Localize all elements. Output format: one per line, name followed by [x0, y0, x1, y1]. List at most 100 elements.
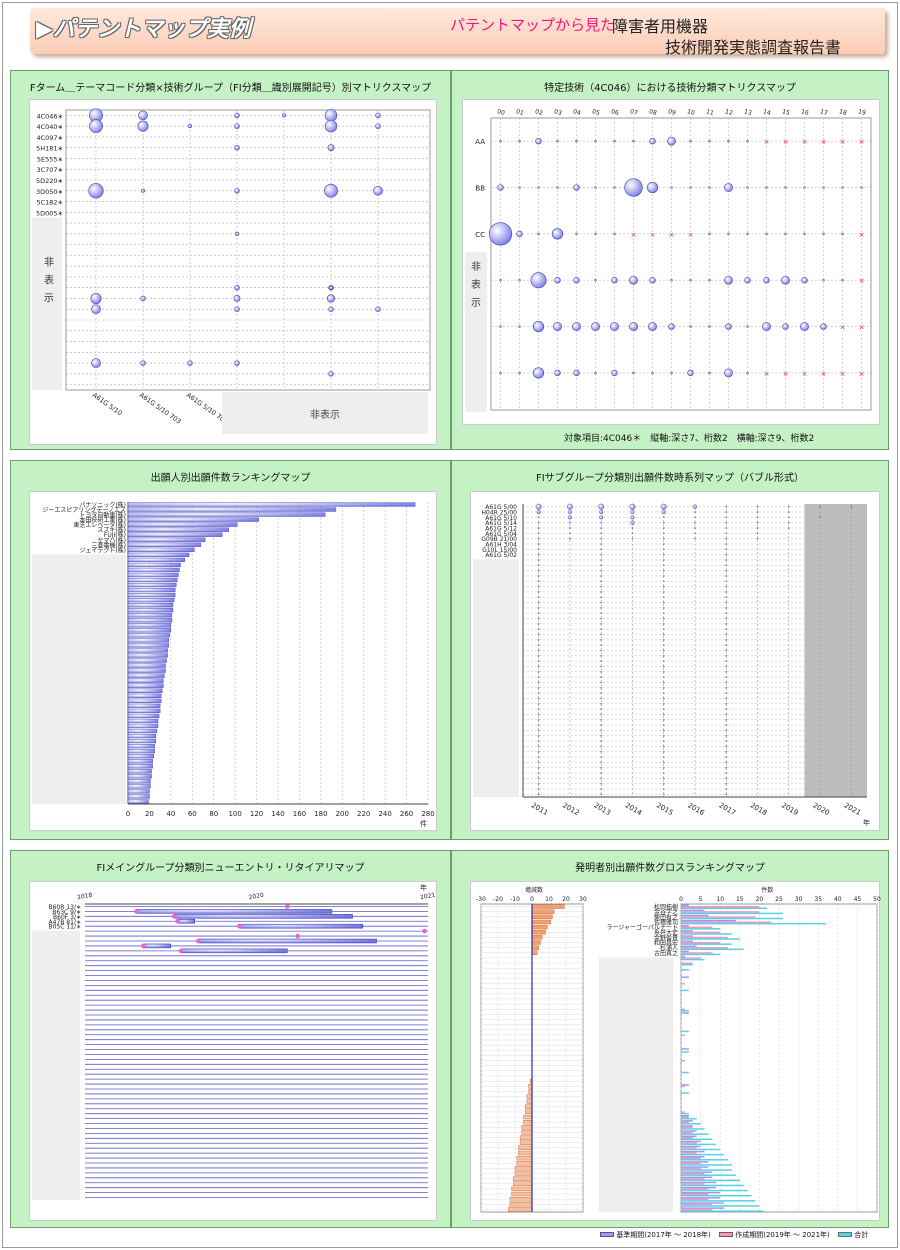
- bubble: [518, 371, 521, 375]
- bubble: [327, 144, 335, 152]
- bubble: [725, 761, 728, 764]
- y-tick-label: ヤマハ(株): [97, 536, 126, 544]
- change-bar: [513, 1176, 533, 1181]
- cross-mark: ×: [821, 138, 827, 146]
- base-bar: [681, 1176, 713, 1179]
- total-bar: [681, 1174, 736, 1176]
- bubble: [537, 708, 540, 710]
- bar: [127, 663, 166, 668]
- bubble: [725, 569, 728, 572]
- bubble: [569, 521, 571, 524]
- bar: [127, 779, 151, 784]
- bar: [127, 713, 160, 719]
- x-tick-label: A61G 5/10 703: [138, 391, 183, 426]
- change-bar: [521, 1125, 533, 1130]
- create-bar: [681, 983, 685, 985]
- bar: [127, 749, 155, 754]
- bubble: [629, 503, 636, 510]
- bubble: [725, 654, 728, 657]
- bar: [127, 567, 180, 573]
- y-tick-label: A61G 5/14: [485, 520, 517, 527]
- x-tick-label: 40: [834, 896, 842, 903]
- bubble: [600, 633, 603, 636]
- base-bar: [681, 955, 685, 958]
- bubble: [140, 360, 146, 366]
- bubble: [516, 230, 523, 238]
- bar: [127, 683, 164, 688]
- bubble: [822, 232, 825, 236]
- hidden-label: 示: [44, 294, 54, 305]
- total-bar: [681, 1010, 689, 1012]
- create-bar: [681, 941, 721, 944]
- header-report-line1: 障害者用機器: [612, 17, 709, 36]
- change-bar: [531, 930, 546, 935]
- bubble: [567, 515, 572, 520]
- bubble: [537, 654, 540, 657]
- change-bar: [531, 919, 551, 925]
- hidden-label: 示: [471, 298, 481, 309]
- bubble: [662, 665, 665, 668]
- bar: [127, 552, 190, 557]
- bubble: [660, 503, 667, 510]
- create-bar: [681, 1142, 697, 1144]
- bubble: [600, 628, 603, 631]
- base-bar: [681, 1120, 693, 1122]
- total-bar: [681, 1210, 764, 1212]
- bubble: [536, 509, 541, 515]
- x-tick-label: 160: [293, 810, 306, 818]
- create-bar: [681, 962, 693, 964]
- base-bar: [681, 1161, 709, 1163]
- y-tick-label: 金谷学之: [654, 908, 678, 916]
- bubble: [661, 509, 666, 515]
- base-bar: [681, 1114, 689, 1117]
- bubble: [499, 139, 502, 143]
- entry-mark: [195, 938, 201, 944]
- total-bar: [681, 1138, 713, 1140]
- bubble: [725, 575, 728, 577]
- total-bar: [681, 963, 693, 966]
- bubble: [537, 617, 540, 620]
- bubble: [611, 369, 618, 377]
- bubble: [662, 633, 665, 636]
- bubble: [662, 702, 665, 705]
- span-bar: [239, 923, 364, 929]
- legend-swatch: [838, 1232, 853, 1237]
- bubble: [537, 761, 540, 764]
- bubble: [687, 369, 694, 377]
- bar: [127, 628, 172, 633]
- x-tick-label: 03: [553, 108, 562, 117]
- x-tick-label: 02: [534, 108, 543, 117]
- create-bar: [681, 1034, 685, 1036]
- bubble: [532, 367, 545, 379]
- bar: [127, 764, 153, 769]
- bar: [127, 789, 150, 794]
- bubble: [610, 322, 619, 331]
- bubble: [725, 734, 728, 737]
- bubble: [569, 527, 571, 529]
- x-tick-label: 00: [496, 108, 505, 117]
- x-tick-label: 100: [228, 810, 241, 818]
- bubble: [537, 756, 540, 758]
- header-subtitle: パテントマップから見た: [450, 16, 616, 34]
- bubble: [725, 596, 728, 599]
- y-tick-label: B60R 13/∗: [48, 904, 81, 911]
- base-bar: [681, 1186, 717, 1189]
- bar: [127, 517, 259, 522]
- bubble: [662, 516, 665, 519]
- x-tick-label: 2018: [749, 801, 768, 817]
- total-bar: [681, 928, 721, 930]
- bubble: [600, 532, 603, 535]
- bubble: [600, 638, 603, 641]
- entry-mark: [178, 948, 184, 954]
- bubble: [600, 591, 603, 593]
- bubble: [763, 277, 770, 284]
- bar: [127, 754, 154, 759]
- bubble: [600, 623, 603, 625]
- y-tick-label: A47B 81/∗: [49, 919, 81, 926]
- bubble: [537, 591, 540, 593]
- bubble: [613, 186, 616, 189]
- bubble: [537, 521, 540, 524]
- bubble: [725, 782, 728, 785]
- bar: [127, 502, 416, 507]
- bubble: [599, 515, 604, 520]
